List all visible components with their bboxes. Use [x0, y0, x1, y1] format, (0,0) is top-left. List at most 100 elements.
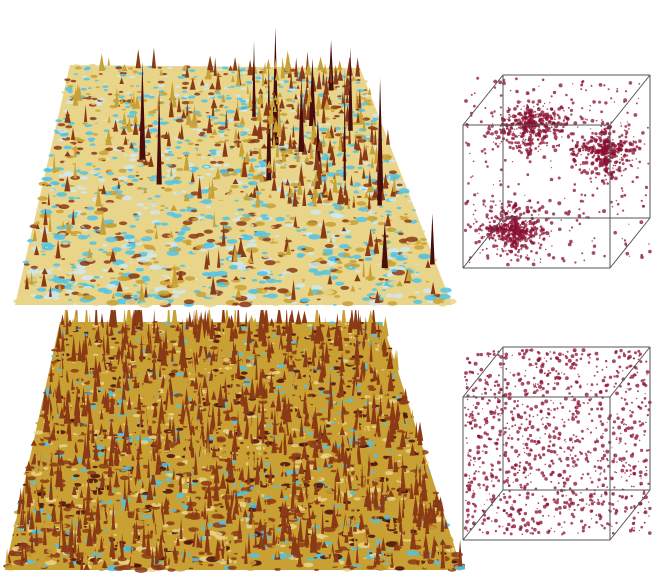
surface-spike: [266, 118, 270, 134]
surface-texture-dot: [270, 232, 274, 235]
surface-spike: [271, 175, 277, 191]
surface-spike: [372, 188, 378, 199]
surface-spike: [101, 184, 107, 195]
surface-texture-dot: [195, 278, 199, 281]
surface-texture-dot: [111, 247, 122, 252]
surface-texture-dot: [168, 150, 173, 153]
surface-texture-dot: [338, 234, 342, 236]
surface-texture-dot: [218, 520, 228, 525]
surface-texture-dot: [64, 78, 71, 82]
surface-texture-dot: [359, 280, 369, 286]
surface-texture-dot: [330, 421, 336, 425]
surface-texture-dot: [342, 74, 346, 76]
surface-texture-dot: [381, 206, 388, 209]
surface-texture-dot: [141, 395, 146, 398]
surface-texture-dot: [321, 289, 334, 295]
surface-texture-dot: [244, 147, 251, 151]
surface-texture-dot: [273, 370, 281, 375]
surface-texture-dot: [55, 126, 60, 129]
surface-texture-dot: [382, 423, 388, 426]
surface-texture-dot: [199, 563, 203, 566]
surface-texture-dot: [46, 185, 51, 188]
surface-spike: [368, 262, 373, 281]
surface-texture-dot: [403, 213, 408, 216]
surface-texture-dot: [333, 295, 341, 298]
surface-texture-dot: [231, 162, 239, 167]
surface-texture-dot: [129, 158, 137, 162]
surface-texture-dot: [395, 396, 401, 399]
surface-texture-dot: [266, 293, 278, 299]
surface-texture-dot: [401, 242, 405, 245]
surface-texture-dot: [192, 267, 202, 272]
surface-texture-dot: [127, 129, 133, 133]
surface-texture-dot: [93, 133, 99, 136]
surface-texture-dot: [230, 420, 239, 425]
surface-texture-dot: [232, 302, 240, 306]
surface-texture-dot: [246, 363, 253, 367]
surface-texture-dot: [357, 166, 363, 170]
surface-texture-dot: [41, 260, 50, 265]
surface-texture-dot: [222, 69, 226, 71]
surface-texture-dot: [70, 74, 77, 77]
surface-texture-dot: [254, 80, 261, 83]
surface-texture-dot: [219, 243, 226, 247]
surface-texture-dot: [443, 545, 453, 549]
surface-texture-dot: [318, 257, 323, 260]
surface-texture-dot: [56, 192, 67, 197]
surface-spike: [215, 72, 221, 90]
surface-texture-dot: [82, 122, 88, 125]
surface-texture-dot: [274, 567, 281, 571]
surface-texture-dot: [23, 263, 30, 266]
surface-texture-dot: [181, 104, 187, 107]
surface-texture-dot: [169, 360, 176, 363]
surface-texture-dot: [41, 201, 47, 205]
surface-texture-dot: [98, 248, 104, 252]
surface-texture-dot: [153, 506, 157, 509]
surface-texture-dot: [167, 483, 176, 488]
surface-texture-dot: [208, 92, 215, 96]
surface-texture-dot: [356, 390, 361, 393]
surface-texture-dot: [234, 212, 239, 215]
surface-spike: [307, 286, 314, 296]
surface-texture-dot: [182, 239, 186, 241]
surface-spike: [61, 220, 65, 228]
surface-texture-dot: [317, 263, 330, 269]
surface-texture-dot: [161, 222, 169, 226]
surface-texture-dot: [205, 112, 210, 114]
surface-texture-dot: [161, 176, 166, 179]
surface-texture-dot: [325, 138, 332, 142]
surface-texture-dot: [233, 426, 237, 428]
surface-texture-dot: [356, 201, 367, 206]
surface-texture-dot: [30, 265, 38, 269]
surface-texture-dot: [415, 567, 420, 570]
surface-texture-dot: [138, 302, 152, 308]
surface-spike: [338, 131, 343, 152]
surface-texture-dot: [427, 300, 434, 304]
surface-texture-dot: [37, 196, 48, 201]
surface-spike: [291, 105, 295, 110]
surface-texture-dot: [167, 430, 171, 433]
surface-texture-dot: [121, 192, 125, 194]
surface-texture-dot: [164, 207, 169, 209]
surface-texture-dot: [98, 251, 103, 254]
surface-texture-dot: [313, 375, 320, 379]
surface-texture-dot: [115, 492, 121, 495]
surface-texture-dot: [244, 378, 251, 382]
surface-spike: [237, 139, 240, 148]
surface-texture-dot: [320, 408, 325, 411]
surface-texture-dot: [53, 296, 60, 300]
surface-texture-dot: [121, 231, 128, 235]
surface-texture-dot: [342, 219, 349, 223]
surface-spike: [310, 179, 316, 187]
surface-texture-dot: [144, 244, 155, 250]
surface-texture-dot: [407, 200, 412, 203]
surface-texture-dot: [268, 181, 274, 185]
surface-texture-dot: [335, 169, 341, 172]
surface-texture-dot: [226, 168, 235, 172]
surface-texture-dot: [133, 253, 142, 258]
surface-texture-dot: [280, 182, 286, 185]
surface-spike: [285, 243, 292, 255]
surface-spike: [73, 160, 77, 179]
surface-texture-dot: [51, 205, 58, 209]
surface-texture-dot: [166, 211, 176, 216]
